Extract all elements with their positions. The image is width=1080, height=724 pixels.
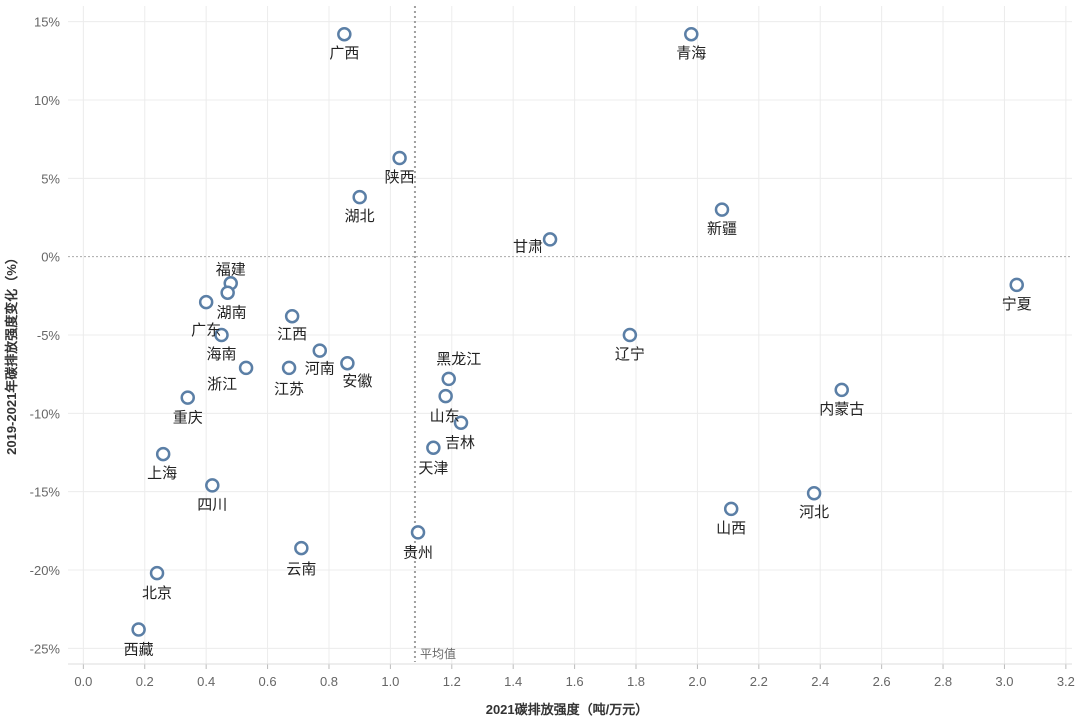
point-label: 甘肃 — [513, 237, 543, 255]
point-label: 上海 — [147, 464, 177, 482]
axes: 0.0 0.2 0.4 0.6 0.8 1.0 1.2 1.4 1.6 1.8 2.0 2.2 2.4 2… — [30, 15, 1075, 689]
y-tick-label: 15% — [34, 15, 60, 30]
data-point[interactable] — [806, 485, 822, 501]
data-point[interactable] — [441, 371, 456, 387]
data-point[interactable] — [723, 501, 739, 517]
point-label: 北京 — [142, 584, 172, 602]
x-tick-label: 0.0 — [74, 674, 92, 689]
average-line-group: 平均值 — [413, 6, 456, 662]
point-label: 广东 — [191, 321, 221, 339]
point-label: 四川 — [197, 495, 227, 513]
data-point[interactable] — [312, 343, 328, 358]
x-tick-label: 2.8 — [934, 674, 952, 689]
y-tick-label: -20% — [30, 563, 61, 578]
point-label: 天津 — [418, 459, 448, 477]
y-tick-label: -25% — [30, 641, 61, 656]
x-tick-label: 1.6 — [566, 674, 584, 689]
point-label: 河南 — [305, 360, 335, 378]
data-point[interactable] — [352, 189, 367, 205]
point-label: 浙江 — [207, 375, 237, 393]
data-point[interactable] — [340, 355, 355, 371]
x-axis-title: 2021碳排放强度（吨/万元） — [486, 702, 649, 717]
point-label: 贵州 — [403, 543, 433, 561]
data-point[interactable] — [714, 202, 730, 217]
data-point[interactable] — [155, 446, 171, 462]
y-axis-title: 2019-2021年碳排放强度变化（%） — [4, 251, 19, 455]
data-point[interactable] — [684, 26, 699, 42]
data-point[interactable] — [542, 232, 558, 247]
data-point[interactable] — [294, 540, 309, 556]
x-tick-label: 1.2 — [443, 674, 461, 689]
x-tick-label: 2.0 — [688, 674, 706, 689]
y-tick-label: -15% — [30, 485, 61, 500]
x-tick-label: 0.4 — [197, 674, 215, 689]
point-label: 云南 — [286, 560, 316, 578]
point-label: 黑龙江 — [436, 350, 481, 368]
x-tick-label: 2.4 — [811, 674, 829, 689]
point-label: 海南 — [207, 345, 237, 363]
x-tick-label: 0.2 — [136, 674, 154, 689]
x-tick-label: 2.2 — [750, 674, 768, 689]
data-point[interactable] — [410, 525, 426, 540]
point-label: 新疆 — [707, 220, 737, 238]
y-tick-label: 10% — [34, 93, 60, 108]
y-tick-label: -5% — [37, 328, 61, 343]
data-point[interactable] — [392, 150, 407, 166]
grid-lines — [68, 6, 1072, 664]
x-tick-label: 1.4 — [504, 674, 522, 689]
data-point[interactable] — [453, 415, 469, 430]
point-label: 广西 — [329, 44, 359, 62]
data-point[interactable] — [198, 294, 214, 310]
data-point[interactable] — [1009, 277, 1024, 293]
data-point[interactable] — [131, 622, 146, 637]
x-tick-label: 3.0 — [995, 674, 1013, 689]
data-point[interactable] — [205, 478, 220, 493]
y-tick-label: 5% — [41, 171, 60, 186]
data-point[interactable] — [834, 382, 849, 398]
point-label: 江苏 — [274, 380, 304, 398]
point-label: 内蒙古 — [819, 400, 864, 418]
point-label: 陕西 — [385, 168, 415, 186]
x-tick-label: 0.8 — [320, 674, 338, 689]
point-label: 江西 — [277, 325, 307, 343]
data-point[interactable] — [284, 308, 300, 324]
average-line-label: 平均值 — [420, 646, 456, 661]
data-points — [131, 26, 1024, 637]
point-label: 吉林 — [445, 434, 475, 452]
data-point[interactable] — [180, 390, 195, 405]
point-label: 河北 — [799, 503, 829, 521]
data-point[interactable] — [238, 360, 254, 376]
point-label: 湖南 — [217, 304, 247, 322]
point-label: 安徽 — [342, 372, 372, 390]
data-point[interactable] — [426, 440, 441, 456]
y-tick-label: -10% — [30, 406, 61, 421]
data-point[interactable] — [214, 327, 229, 343]
data-point[interactable] — [281, 360, 297, 376]
point-label: 青海 — [676, 44, 706, 62]
point-label: 辽宁 — [615, 345, 645, 363]
x-tick-label: 1.8 — [627, 674, 645, 689]
y-tick-label: 0% — [41, 250, 60, 265]
x-tick-label: 3.2 — [1057, 674, 1075, 689]
point-label: 宁夏 — [1002, 295, 1032, 313]
point-label: 湖北 — [345, 207, 375, 225]
data-point[interactable] — [149, 565, 165, 581]
data-point[interactable] — [438, 388, 453, 404]
point-label: 山东 — [430, 407, 460, 425]
point-label: 西藏 — [124, 641, 154, 659]
x-tick-label: 0.6 — [259, 674, 277, 689]
point-label: 福建 — [216, 260, 246, 278]
data-point[interactable] — [622, 327, 638, 343]
x-tick-label: 2.6 — [873, 674, 891, 689]
x-tick-label: 1.0 — [381, 674, 399, 689]
point-label: 重庆 — [173, 409, 203, 427]
data-point[interactable] — [337, 26, 352, 42]
data-point[interactable] — [220, 285, 235, 300]
point-label: 山西 — [716, 519, 746, 537]
